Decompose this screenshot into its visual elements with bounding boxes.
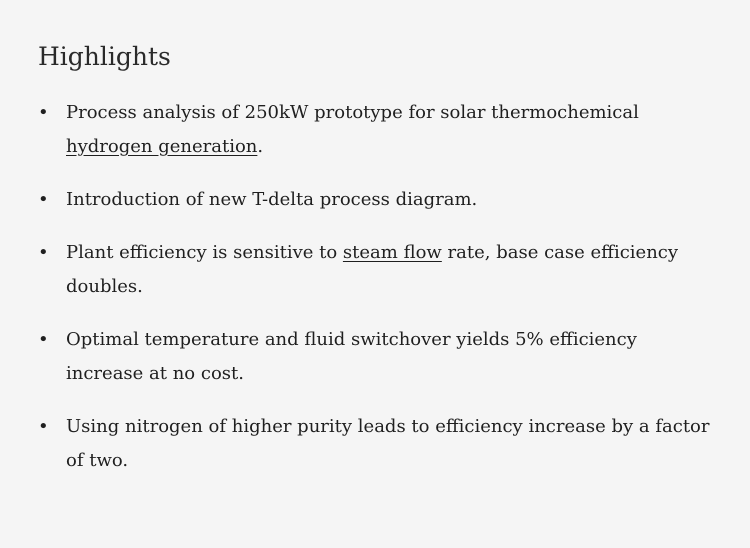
highlight-item: • Process analysis of 250kW prototype for… — [38, 96, 710, 164]
highlight-text: Introduction of new T-delta process diag… — [66, 189, 478, 210]
term-link[interactable]: hydrogen generation — [66, 136, 258, 157]
section-title: Highlights — [38, 42, 171, 71]
highlight-item: • Optimal temperature and fluid switchove… — [38, 323, 710, 391]
highlight-text: Process analysis of 250kW prototype for … — [66, 102, 639, 123]
bullet: • — [38, 416, 49, 437]
highlight-item: • Plant efficiency is sensitive to steam … — [38, 236, 710, 304]
highlight-text: Plant efficiency is sensitive to — [66, 242, 343, 263]
highlight-text: rate, base case efficiency doubles. — [66, 242, 679, 297]
highlight-text: . — [257, 136, 264, 157]
highlight-text: Using nitrogen of higher purity leads to… — [66, 416, 710, 471]
highlight-item: • Introduction of new T-delta process dia… — [38, 183, 710, 217]
highlight-text: Optimal temperature and fluid switchover… — [66, 329, 637, 384]
bullet: • — [38, 329, 49, 350]
bullet: • — [38, 102, 49, 123]
bullet: • — [38, 189, 49, 210]
term-link[interactable]: steam flow — [342, 242, 442, 263]
highlight-item: • Using nitrogen of higher purity leads t… — [38, 410, 710, 478]
highlight-list: • Process analysis of 250kW prototype for… — [38, 96, 710, 478]
bullet: • — [38, 242, 49, 263]
